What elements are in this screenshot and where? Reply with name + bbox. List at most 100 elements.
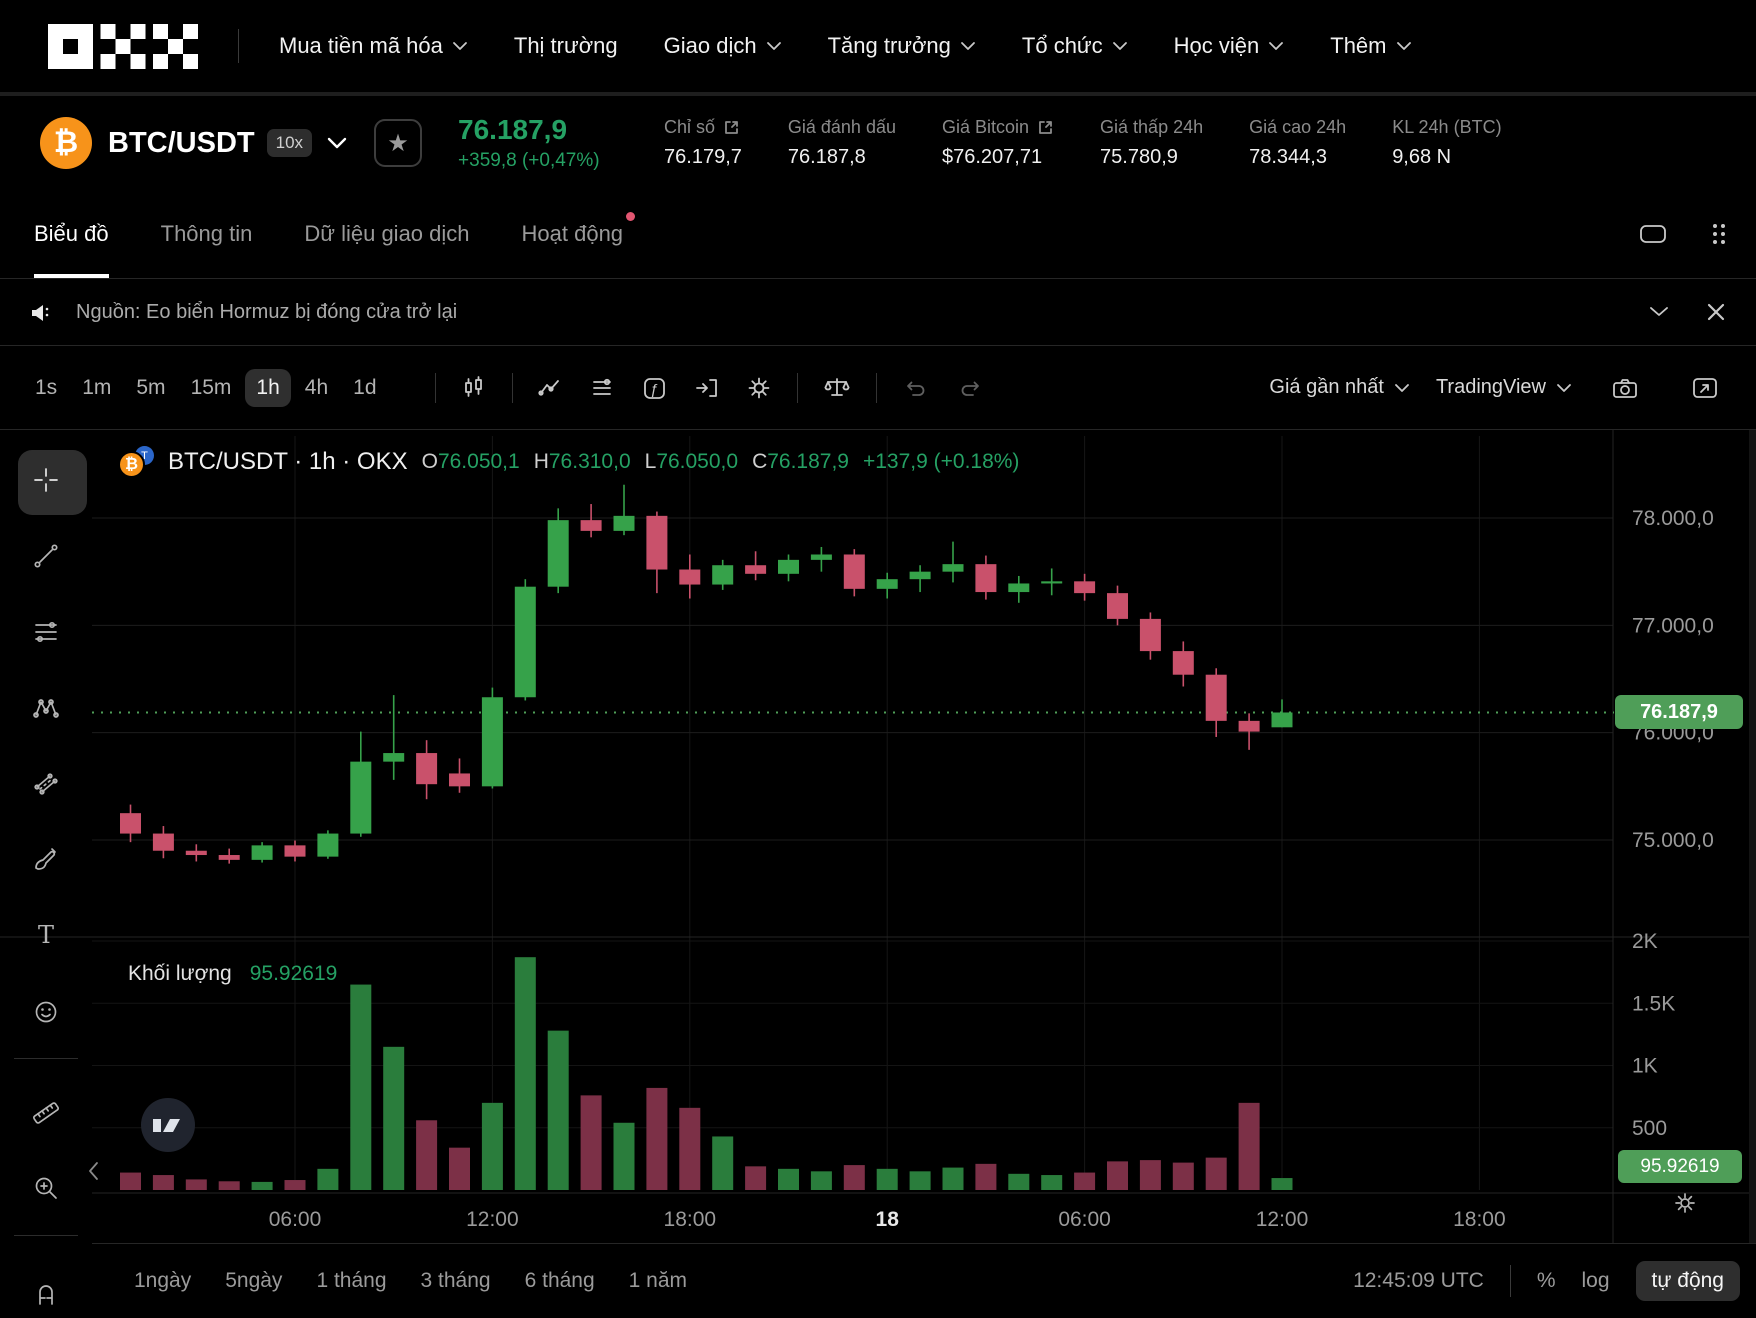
nav-item-academy[interactable]: Học viện [1174,33,1285,59]
timeframe-5m[interactable]: 5m [136,375,166,399]
snapshot-button[interactable] [1605,369,1645,407]
nav-item-markets[interactable]: Thị trường [514,33,618,59]
range-3month[interactable]: 3 tháng [420,1269,491,1292]
candle-body [152,833,174,851]
grid-options-icon[interactable] [1708,220,1730,248]
time-axis[interactable]: 06:00 12:00 18:00 18 06:00 12:00 18:00 [269,1208,1506,1231]
range-6month[interactable]: 6 tháng [524,1269,595,1292]
redo-button[interactable] [950,370,990,406]
chevron-down-icon[interactable] [1648,305,1670,319]
order-arrow-icon [695,378,717,397]
nav-label: Tăng trưởng [827,33,951,58]
clock[interactable]: 12:45:09 UTC [1353,1269,1484,1292]
percent-scale-button[interactable]: % [1536,1269,1556,1292]
legend-pair[interactable]: BTC/USDT · 1h · OKX [168,448,408,475]
price-block: 76.187,9 +359,8 (+0,47%) [458,114,608,172]
timeframe-4h[interactable]: 4h [304,375,329,399]
volume-bar [876,1168,898,1190]
crosshair-tool[interactable] [32,466,60,494]
compare-scale-button[interactable] [817,369,857,407]
candle-body [185,850,207,856]
nav-item-buy-crypto[interactable]: Mua tiền mã hóa [279,33,468,59]
axis-settings-button[interactable] [1672,1190,1698,1216]
timeframe-more-chevron-icon[interactable] [398,382,416,394]
candle-body [975,564,997,593]
volume-tick-label: 500 [1632,1117,1667,1140]
log-scale-button[interactable]: log [1581,1269,1610,1292]
timeframe-15m[interactable]: 15m [190,375,232,399]
news-bar: Nguồn: Eo biển Hormuz bị đóng cửa trở lạ… [0,279,1756,346]
volume-bar [975,1163,997,1190]
candle-body [416,753,438,785]
timeframe-1d[interactable]: 1d [353,375,377,399]
magnet-tool[interactable] [32,1278,60,1306]
indicators-button[interactable] [532,369,570,407]
order-panel-button[interactable] [688,369,726,407]
external-link-icon[interactable] [723,119,740,136]
fx-icon: ƒ [643,377,665,399]
tab-activity[interactable]: Hoạt động [522,190,636,278]
candle-type-button[interactable] [455,369,493,407]
auto-scale-button[interactable]: tự động [1635,1261,1740,1301]
close-icon[interactable] [1706,302,1726,322]
indicator-templates-button[interactable] [584,369,622,407]
volume-bar [284,1180,306,1190]
pattern-tool[interactable] [32,694,60,722]
nav-item-grow[interactable]: Tăng trưởng [828,33,976,59]
emoji-tool[interactable] [32,998,60,1026]
nav-item-trade[interactable]: Giao dịch [664,33,782,59]
candlestick-chart[interactable]: 78.000,077.000,076.000,075.000,02K1.5K1K… [0,430,1756,1318]
star-icon: ★ [387,129,409,157]
fx-button[interactable]: ƒ [636,369,674,407]
range-1month[interactable]: 1 tháng [316,1269,387,1292]
external-link-icon[interactable] [1037,119,1054,136]
zoom-in-tool[interactable] [32,1174,60,1202]
panel-collapse-button[interactable] [86,1160,100,1182]
volume-bar [1139,1160,1161,1190]
ruler-tool[interactable] [31,1098,61,1128]
candle-body [514,586,536,698]
candle-body [646,515,668,570]
projection-tool[interactable] [32,769,60,797]
chart-settings-button[interactable] [740,369,778,407]
price-axis[interactable]: 78.000,077.000,076.000,075.000,02K1.5K1K… [1632,507,1714,1140]
okx-logo[interactable] [48,23,198,69]
candle-body [778,559,799,574]
low-value: 76.050,0 [656,450,739,473]
chevron-left-icon [89,1162,98,1180]
favorite-button[interactable]: ★ [374,119,423,167]
trendline-tool[interactable] [32,542,60,570]
smiley-icon [35,1001,57,1023]
news-headline[interactable]: Nguồn: Eo biển Hormuz bị đóng cửa trở lạ… [76,300,458,323]
candle-body [679,569,701,585]
range-5day[interactable]: 5ngày [225,1269,283,1292]
chart-provider-dropdown[interactable]: TradingView [1436,376,1572,399]
layout-icon[interactable] [1638,220,1668,248]
range-1year[interactable]: 1 năm [628,1269,688,1292]
volume-bar [843,1165,865,1190]
tradingview-logo[interactable] [139,1096,197,1154]
timeframe-1s[interactable]: 1s [35,375,58,399]
candle-body [383,753,405,762]
scrollbar-strip[interactable] [1749,430,1756,1243]
range-1day[interactable]: 1ngày [134,1269,192,1292]
tab-chart[interactable]: Biểu đồ [34,190,109,278]
candle-body [942,564,964,572]
fib-retracement-tool[interactable] [32,618,60,646]
timeframe-1m[interactable]: 1m [82,375,112,399]
tab-info[interactable]: Thông tin [160,221,253,246]
price-mode-dropdown[interactable]: Giá gần nhất [1269,376,1410,399]
tab-trading-data[interactable]: Dữ liệu giao dịch [304,221,470,246]
fullscreen-button[interactable] [1685,369,1725,407]
volume-bar [1107,1161,1128,1190]
brush-tool[interactable] [32,845,60,873]
nav-item-more[interactable]: Thêm [1330,33,1411,59]
undo-button[interactable] [896,370,936,406]
volume-label[interactable]: Khối lượng [128,962,232,985]
candle-body [1238,720,1260,732]
timeframe-1h[interactable]: 1h [245,368,291,407]
nav-item-institutions[interactable]: Tổ chức [1022,33,1128,59]
pair-selector-chevron-icon[interactable] [326,136,348,150]
volume-value: 95.92619 [249,962,338,985]
text-tool[interactable]: T [32,922,60,950]
